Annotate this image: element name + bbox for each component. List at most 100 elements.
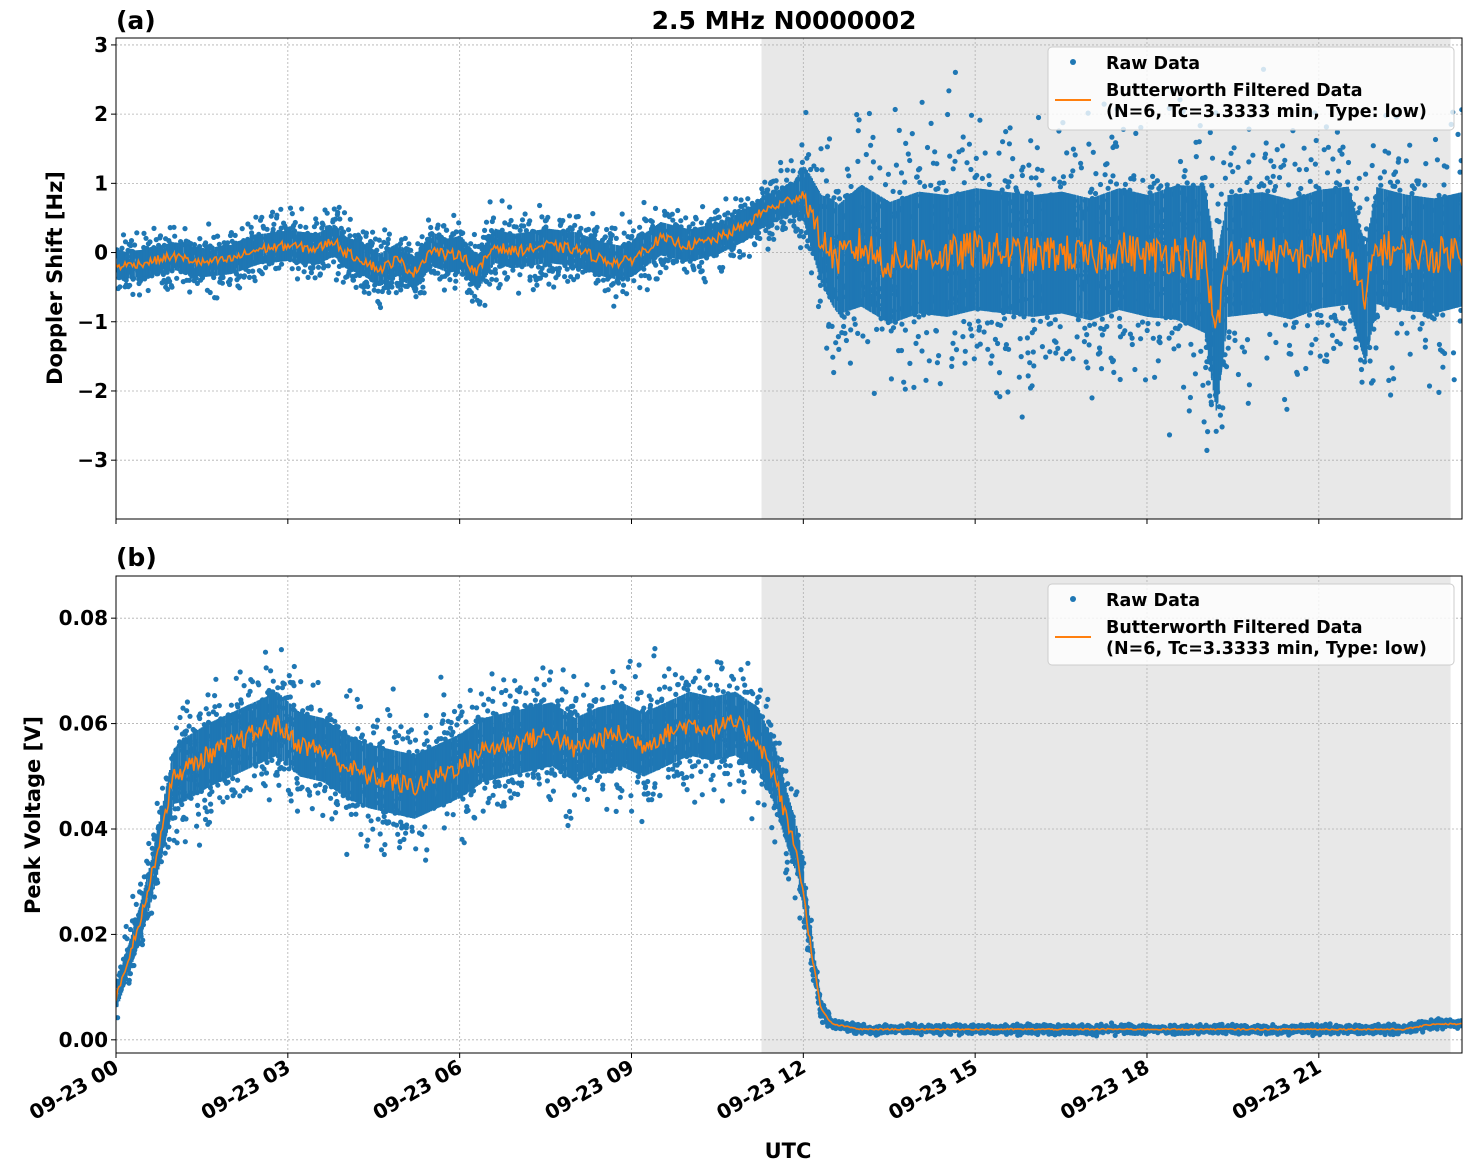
raw-data-point (1158, 183, 1164, 189)
raw-data-band (191, 246, 193, 275)
raw-data-band (523, 232, 525, 267)
raw-data-point (336, 204, 342, 210)
raw-data-point (1039, 167, 1045, 173)
raw-data-point (610, 281, 616, 287)
raw-data-point (1341, 321, 1347, 327)
raw-data-point (132, 242, 138, 248)
raw-data-point (1122, 181, 1128, 187)
raw-data-point (1363, 171, 1369, 177)
raw-data-point (375, 288, 381, 294)
raw-data-point (720, 264, 726, 271)
raw-data-band (792, 182, 795, 215)
raw-data-point (167, 225, 173, 231)
raw-data-point (408, 247, 414, 253)
raw-data-point (1246, 159, 1252, 165)
raw-data-band (228, 245, 231, 275)
raw-data-band (646, 231, 649, 266)
raw-data-point (1357, 205, 1363, 211)
raw-data-point (898, 347, 905, 354)
raw-data-point (1261, 183, 1267, 189)
raw-data-point (961, 180, 967, 186)
raw-data-point (1097, 181, 1104, 188)
raw-data-band (820, 195, 823, 284)
raw-data-band (610, 243, 613, 279)
raw-data-point (863, 151, 869, 158)
raw-data-band (408, 252, 411, 286)
raw-data-point (935, 185, 941, 192)
raw-data-band (467, 244, 469, 279)
raw-data-point (292, 219, 298, 226)
raw-data-band (394, 244, 397, 278)
raw-data-point (899, 321, 905, 327)
raw-data-band (684, 228, 687, 261)
raw-data-point (1377, 175, 1383, 181)
raw-data-point (523, 228, 530, 234)
raw-data-band (627, 243, 629, 278)
raw-data-point (1298, 185, 1304, 192)
raw-data-band (338, 229, 340, 261)
raw-data-point (1131, 176, 1137, 182)
raw-data-point (469, 298, 475, 304)
raw-data-point (1083, 359, 1089, 365)
raw-data-point (595, 278, 601, 284)
raw-data-point (620, 288, 626, 295)
raw-data-point (551, 284, 557, 290)
raw-data-point (1213, 428, 1219, 434)
raw-data-point (127, 282, 133, 288)
raw-data-band (227, 245, 230, 275)
raw-data-point (1169, 330, 1175, 336)
raw-data-band (786, 186, 789, 217)
raw-data-point (347, 233, 353, 239)
raw-data-point (1288, 351, 1294, 357)
raw-data-point (691, 267, 697, 273)
raw-data-point (1129, 341, 1135, 348)
raw-data-point (714, 207, 720, 213)
raw-data-point (393, 290, 399, 296)
raw-data-point (128, 238, 135, 244)
raw-data-band (336, 226, 338, 259)
raw-data-band (839, 203, 842, 314)
raw-data-point (1016, 374, 1022, 380)
raw-data-band (219, 246, 222, 276)
raw-data-band (141, 249, 144, 277)
raw-data-point (134, 230, 140, 236)
raw-data-point (1274, 147, 1280, 153)
raw-data-band (827, 197, 830, 298)
raw-data-band (625, 244, 627, 279)
raw-data-point (1231, 145, 1237, 151)
raw-data-band (405, 250, 408, 284)
raw-data-point (335, 271, 341, 277)
raw-data-point (609, 232, 615, 238)
raw-data-point (502, 270, 508, 276)
raw-data-point (1205, 380, 1211, 386)
raw-data-point (1207, 129, 1213, 136)
raw-data-point (952, 158, 958, 164)
raw-data-point (637, 224, 643, 230)
raw-data-point (1018, 354, 1024, 360)
raw-data-point (1003, 342, 1010, 348)
raw-data-point (1193, 154, 1199, 160)
raw-data-point (1303, 166, 1309, 173)
raw-data-point (492, 270, 499, 276)
raw-data-point (652, 205, 659, 211)
raw-data-band (676, 226, 679, 260)
raw-data-point (299, 206, 305, 212)
raw-data-point (371, 287, 377, 293)
raw-data-point (1282, 396, 1288, 403)
raw-data-point (1135, 322, 1141, 328)
raw-data-point (489, 276, 495, 282)
raw-data-point (1036, 182, 1042, 188)
raw-data-point (556, 265, 563, 271)
raw-data-band (334, 224, 336, 257)
raw-data-band (681, 227, 683, 261)
raw-data-point (472, 293, 478, 299)
raw-data-point (1419, 321, 1425, 327)
raw-data-band (799, 171, 802, 220)
raw-data-point (1358, 357, 1364, 363)
raw-data-point (1219, 424, 1225, 430)
raw-data-point (1308, 350, 1314, 356)
raw-data-point (425, 217, 432, 223)
raw-data-point (663, 265, 669, 271)
raw-data-point (227, 276, 233, 283)
raw-data-point (984, 320, 991, 326)
